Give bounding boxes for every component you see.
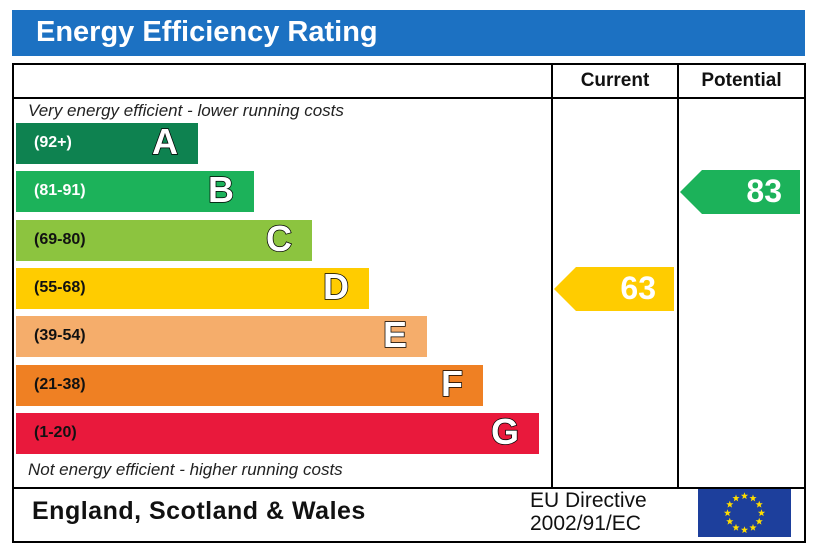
star-icon xyxy=(732,494,740,502)
directive-line1: EU Directive xyxy=(530,489,647,512)
star-icon xyxy=(755,517,763,525)
star-icon xyxy=(740,526,749,534)
potential-rating-arrow: 83 xyxy=(680,170,800,215)
rating-chart: Current Potential Very energy efficient … xyxy=(12,63,806,489)
band-b: (81-91) B xyxy=(16,169,254,213)
column-divider xyxy=(677,65,679,487)
band-letter: D xyxy=(322,265,350,308)
star-icon xyxy=(757,509,766,517)
potential-rating-arrow-value: 83 xyxy=(746,173,782,210)
star-icon xyxy=(723,509,732,517)
band-a: (92+) A xyxy=(16,120,198,164)
header-divider xyxy=(14,97,804,99)
star-icon xyxy=(740,492,749,500)
current-column-header: Current xyxy=(580,70,650,91)
band-letter: B xyxy=(207,169,235,212)
column-divider xyxy=(551,65,553,487)
star-icon xyxy=(726,517,734,525)
eu-flag-icon xyxy=(698,489,791,537)
star-icon xyxy=(755,500,763,508)
chart-title: Energy Efficiency Rating xyxy=(36,16,378,48)
bottom-note: Not energy efficient - higher running co… xyxy=(28,460,343,479)
band-letter: A xyxy=(151,120,179,163)
band-letter: G xyxy=(490,410,520,453)
band-d: (55-68) D xyxy=(16,265,369,309)
current-rating-arrow-value: 63 xyxy=(620,269,656,306)
band-range: (21-38) xyxy=(34,375,86,393)
star-icon xyxy=(726,500,734,508)
band-range: (55-68) xyxy=(34,278,86,296)
band-letter: C xyxy=(265,217,293,260)
footer: England, Scotland & Wales EU Directive 2… xyxy=(12,487,806,543)
band-range: (92+) xyxy=(34,134,72,151)
band-range: (39-54) xyxy=(34,327,86,345)
directive-line2: 2002/91/EC xyxy=(530,512,641,535)
title-bar: Energy Efficiency Rating xyxy=(12,10,805,56)
region-label: England, Scotland & Wales xyxy=(32,497,366,525)
band-range: (1-20) xyxy=(34,423,77,441)
potential-column-header: Potential xyxy=(701,70,782,91)
eu-directive: EU Directive 2002/91/EC xyxy=(530,489,647,535)
band-letter: F xyxy=(440,362,464,405)
band-range: (69-80) xyxy=(34,230,86,248)
band-letter: E xyxy=(382,313,408,356)
star-icon xyxy=(749,523,757,531)
star-icon xyxy=(732,523,740,531)
top-note: Very energy efficient - lower running co… xyxy=(28,101,344,120)
band-g: (1-20) G xyxy=(16,410,539,454)
band-e: (39-54) E xyxy=(16,313,427,358)
band-f: (21-38) F xyxy=(16,362,483,406)
star-icon xyxy=(749,494,757,502)
band-c: (69-80) C xyxy=(16,217,312,261)
band-range: (81-91) xyxy=(34,182,86,200)
current-rating-arrow: 63 xyxy=(554,266,674,311)
